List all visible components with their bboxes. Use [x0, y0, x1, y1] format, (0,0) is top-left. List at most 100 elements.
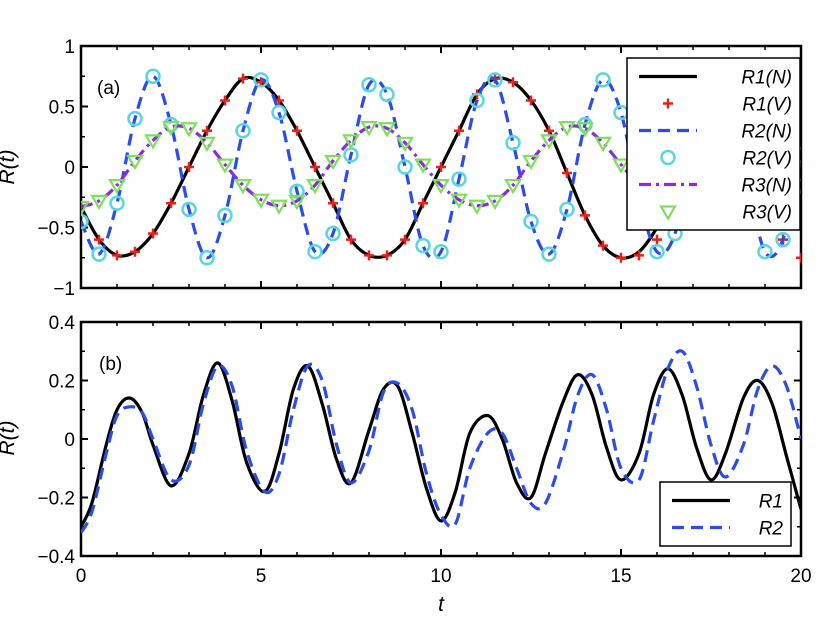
series-r2-v-point: [109, 195, 125, 212]
panel-b-tag: (b): [99, 354, 122, 375]
panel-a-ytick-labels: −1 −0.5 0 0.5 1: [37, 37, 75, 300]
series-r1-v-point: [310, 162, 320, 172]
y-tick-label: 0.2: [49, 372, 75, 393]
series-r1-v-point: [94, 234, 104, 245]
y-tick-label: −1: [53, 279, 75, 300]
series-r1-v-point: [346, 234, 356, 245]
series-r3-v-point: [126, 154, 144, 171]
series-r1-v-point: [184, 162, 194, 172]
series-r2-v-point: [469, 92, 485, 109]
series-r2-v-point: [81, 213, 89, 230]
panel-b-ylabel: R(t): [0, 421, 19, 456]
series-r2-v-point: [181, 201, 197, 218]
series-r1-v-point: [148, 228, 158, 239]
series-r3-v-point: [414, 158, 432, 174]
series-r3-v-point: [576, 122, 594, 138]
legend-box: [626, 57, 801, 231]
series-r1-v-point: [130, 246, 140, 257]
series-r2-v-point: [253, 72, 269, 88]
series-r2-v-point: [289, 183, 305, 199]
series-r3-v-point: [540, 134, 558, 150]
series-r3-v-point: [324, 154, 342, 171]
y-tick-label: −0.4: [37, 547, 75, 568]
legend-r2-n-label: R2(N): [741, 122, 792, 143]
series-r2-v-point: [145, 68, 161, 84]
series-r2-v-point: [91, 246, 107, 262]
series-r3-v-point: [594, 136, 612, 152]
series-r3-v-point: [612, 158, 630, 174]
series-r3-v-point: [450, 193, 468, 209]
series-r3-v-point: [522, 154, 540, 171]
series-r2-v-point: [487, 72, 503, 88]
series-r2-v-point: [397, 159, 413, 175]
panel-b-xlabel: t: [438, 593, 445, 616]
series-r1-v-point: [436, 162, 446, 172]
series-r1-line: [81, 361, 801, 528]
legend-r2-v-label: R2(V): [742, 149, 792, 170]
series-r2-v-point: [595, 72, 611, 88]
series-r2-v-point: [523, 213, 539, 230]
x-tick-label: 10: [430, 566, 451, 587]
series-r3-v-point: [288, 194, 306, 211]
series-r3-v-point: [396, 136, 414, 152]
series-r3-v-point: [360, 120, 378, 137]
legend-r2-label: R2: [759, 519, 784, 540]
panel-a-ylabel: R(t): [0, 150, 19, 185]
series-r3-v-point: [198, 136, 216, 152]
series-r2-line: [81, 349, 801, 534]
series-r1-v-point: [634, 250, 644, 261]
series-r2-v-point: [649, 243, 665, 260]
series-r1-v-point: [580, 210, 590, 221]
series-r2-v-point: [415, 237, 431, 254]
legend-r1-v-label: R1(V): [742, 95, 792, 116]
series-r1-v-point: [238, 73, 248, 84]
series-r1-v-point: [382, 250, 392, 261]
series-r1-v-point: [202, 125, 212, 136]
series-r2-v-point: [505, 135, 521, 151]
series-r2-v-point: [559, 201, 575, 218]
y-tick-label: 0: [64, 430, 75, 451]
series-r3-v-point: [342, 134, 360, 150]
series-r2-v-point: [127, 110, 143, 127]
series-r2-v-point: [433, 243, 449, 260]
legend-box: [659, 481, 792, 547]
series-r2-v-point: [217, 207, 233, 224]
panel-a-tag: (a): [97, 78, 120, 99]
legend-r3-v-label: R3(V): [742, 203, 792, 224]
series-r1-v-point: [562, 168, 572, 179]
x-tick-label: 5: [256, 566, 267, 587]
series-r1-v-point: [796, 252, 801, 263]
series-r2-v-point: [325, 225, 341, 242]
panel-b-ticks: [80, 321, 802, 557]
series-r1-v-point: [364, 250, 374, 261]
series-r1-v-point: [526, 95, 536, 106]
legend-r2-v-swatch: [660, 149, 676, 166]
series-r1-v-point: [454, 125, 464, 136]
series-r3-v-point: [270, 199, 288, 215]
series-r1-v-point: [616, 252, 626, 263]
series-r1-v-point: [544, 125, 554, 136]
series-r3-v-point: [486, 194, 504, 211]
panel-b-xtick-labels: 0 5 10 15 20: [76, 566, 812, 587]
series-r3-v-point: [216, 158, 234, 174]
panel-a: −1 −0.5 0 0.5 1 R(t) (a) R1(N) R1(V) R2(N) R2(V…: [0, 37, 803, 300]
series-r3-v-point: [378, 122, 396, 138]
series-r2-v-point: [451, 171, 467, 187]
series-r3-v-point: [306, 179, 324, 195]
series-r1-v-point: [328, 198, 338, 209]
legend-r1-v-swatch: [663, 98, 673, 109]
legend-r1-label: R1: [759, 492, 783, 513]
panel-b-series: [81, 349, 801, 534]
series-r1-v-point: [166, 198, 176, 209]
series-r1-v-point: [598, 240, 608, 251]
y-tick-label: 0.5: [49, 98, 75, 119]
series-r2-v-point: [361, 76, 377, 93]
series-r3-v-point: [504, 179, 522, 195]
series-r1-v-point: [292, 125, 302, 136]
y-tick-label: −0.5: [37, 219, 75, 240]
series-r1-v-point: [508, 77, 518, 88]
series-r1-v-point: [418, 198, 428, 209]
series-r3-v-point: [252, 193, 270, 209]
